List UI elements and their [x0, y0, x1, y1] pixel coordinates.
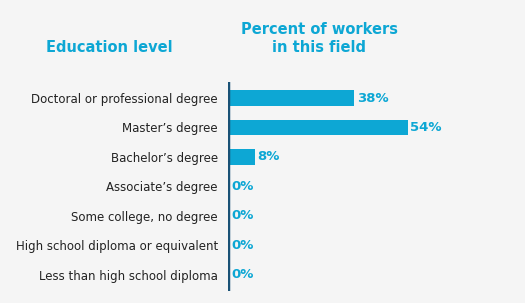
Text: 0%: 0%: [231, 239, 254, 252]
Text: 0%: 0%: [231, 268, 254, 281]
Bar: [228, 149, 255, 165]
Text: 54%: 54%: [410, 121, 442, 134]
Bar: [228, 90, 354, 106]
Text: 0%: 0%: [231, 209, 254, 222]
Text: 38%: 38%: [357, 92, 388, 105]
Text: 0%: 0%: [231, 180, 254, 193]
Text: Education level: Education level: [46, 40, 172, 55]
Text: 8%: 8%: [258, 150, 280, 163]
Bar: [228, 120, 407, 135]
Text: Percent of workers
in this field: Percent of workers in this field: [240, 22, 397, 55]
